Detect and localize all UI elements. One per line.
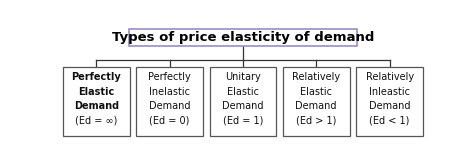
- Text: Types of price elasticity of demand: Types of price elasticity of demand: [112, 31, 374, 44]
- Text: Elastic: Elastic: [78, 87, 114, 97]
- Text: (Ed > 1): (Ed > 1): [296, 116, 337, 126]
- Text: Elastic: Elastic: [227, 87, 259, 97]
- Text: (Ed = 0): (Ed = 0): [149, 116, 190, 126]
- Text: Perfectly: Perfectly: [72, 72, 121, 82]
- Text: Inleastic: Inleastic: [369, 87, 410, 97]
- FancyBboxPatch shape: [136, 67, 203, 136]
- Text: Demand: Demand: [222, 101, 264, 111]
- Text: (Ed = ∞): (Ed = ∞): [75, 116, 118, 126]
- Text: Demand: Demand: [369, 101, 410, 111]
- Text: Relatively: Relatively: [292, 72, 340, 82]
- FancyBboxPatch shape: [283, 67, 350, 136]
- FancyBboxPatch shape: [129, 29, 357, 46]
- Text: (Ed < 1): (Ed < 1): [369, 116, 410, 126]
- Text: Unitary: Unitary: [225, 72, 261, 82]
- Text: Demand: Demand: [149, 101, 191, 111]
- Text: Relatively: Relatively: [365, 72, 414, 82]
- Text: Demand: Demand: [295, 101, 337, 111]
- FancyBboxPatch shape: [210, 67, 276, 136]
- Text: Inelastic: Inelastic: [149, 87, 190, 97]
- Text: Elastic: Elastic: [300, 87, 332, 97]
- Text: (Ed = 1): (Ed = 1): [223, 116, 263, 126]
- FancyBboxPatch shape: [356, 67, 423, 136]
- FancyBboxPatch shape: [63, 67, 129, 136]
- Text: Demand: Demand: [74, 101, 119, 111]
- Text: Perfectly: Perfectly: [148, 72, 191, 82]
